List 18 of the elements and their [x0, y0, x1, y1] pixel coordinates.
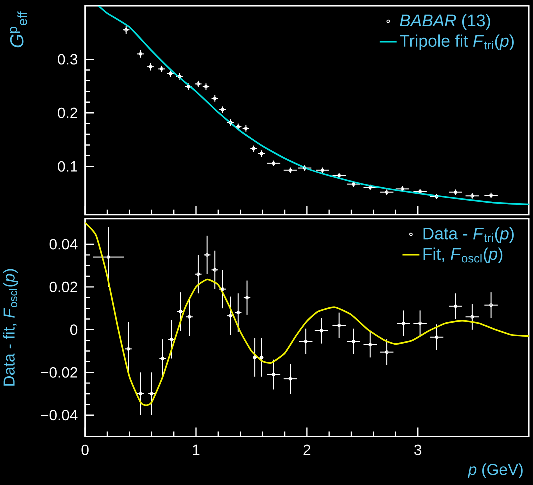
x-tick-label: 1: [193, 444, 200, 455]
y-tick-label: 0.3: [58, 54, 78, 65]
y-tick-label: −0.04: [41, 410, 78, 420]
x-tick-label: 0: [82, 444, 89, 456]
y-tick-label: 0.02: [50, 282, 78, 292]
legend-label: Data - F$_{tri}$(p): [424, 227, 514, 243]
y-tick-label: 0: [70, 324, 78, 335]
legend-label: Tripole fit F$_{tri}$(p): [400, 34, 514, 50]
x-tick-label: 3: [414, 444, 422, 456]
x-axis-title: p (GeV): [468, 463, 523, 478]
y-tick-label: 0.04: [50, 238, 78, 250]
legend-label: BABAR (13): [400, 14, 490, 30]
y-tick-label: 0.2: [58, 108, 78, 118]
y-tick-label: −0.02: [41, 367, 78, 378]
y-tick-label: 0.1: [58, 161, 78, 172]
legend-label: Fit, F$_{oscl}$(p): [424, 248, 503, 264]
y-axis-title: G$^{p}$eff: [10, 11, 28, 48]
x-tick-label: 2: [304, 444, 311, 455]
